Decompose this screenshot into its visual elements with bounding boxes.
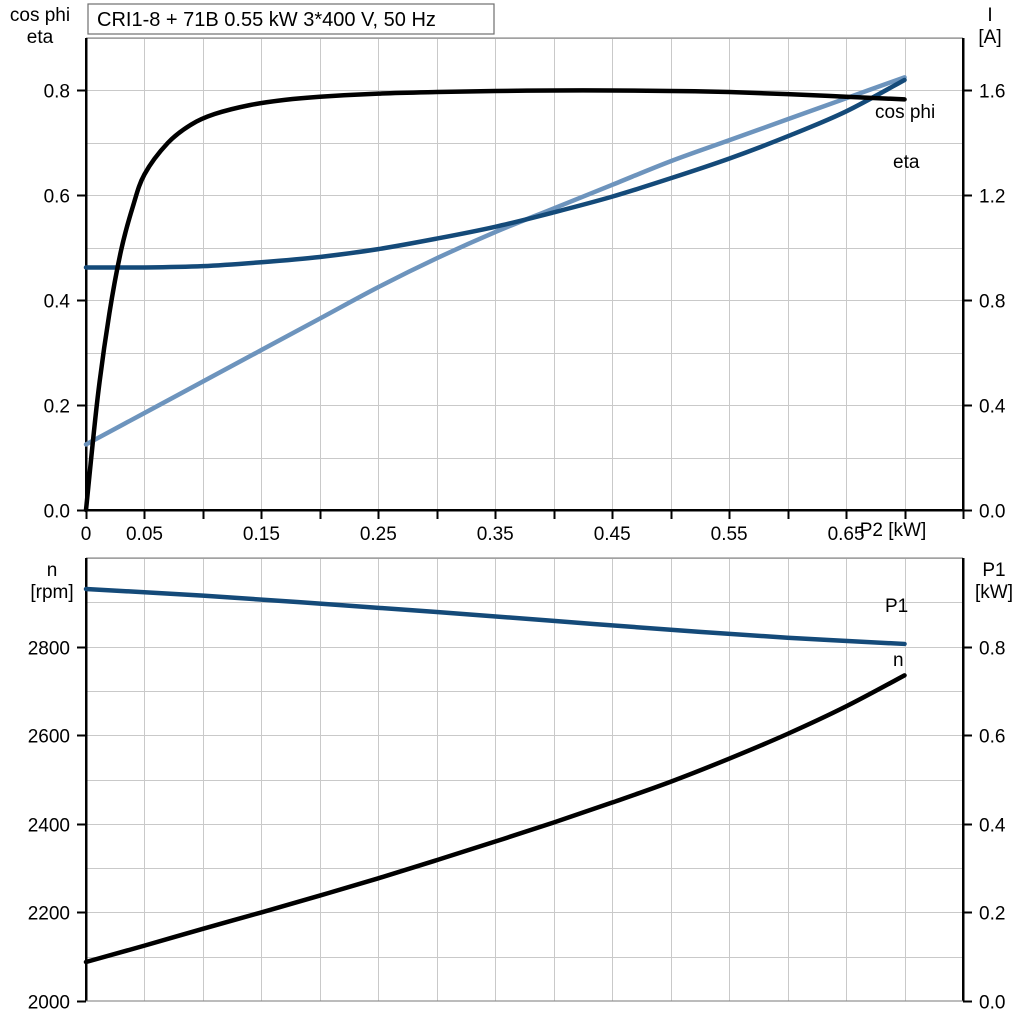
bottom-chart-gridlines [86, 558, 964, 1001]
svg-text:1.6: 1.6 [979, 82, 1005, 103]
top-right-axis-title-line1: I [987, 5, 992, 26]
top-x-axis-title: P2 [kW] [860, 520, 927, 541]
svg-text:0.2: 0.2 [44, 397, 70, 418]
top-left-axis-title-line2: eta [27, 27, 54, 48]
svg-text:0.35: 0.35 [477, 524, 514, 545]
svg-text:2200: 2200 [28, 904, 70, 925]
svg-text:0.15: 0.15 [243, 524, 280, 545]
svg-text:0.8: 0.8 [44, 82, 70, 103]
svg-text:0.05: 0.05 [126, 524, 163, 545]
svg-text:0.0: 0.0 [979, 502, 1005, 523]
svg-text:0.6: 0.6 [979, 727, 1005, 748]
bottom-left-axis-title-line1: n [47, 560, 58, 581]
curve-p1 [83, 673, 907, 965]
svg-text:0.4: 0.4 [44, 292, 71, 313]
svg-text:0.6: 0.6 [44, 187, 70, 208]
top-right-axis-title-line2: [A] [978, 27, 1001, 48]
curve-eta [83, 88, 907, 513]
series-label-n: n [893, 650, 904, 671]
top-chart-tick-labels: 0 0.05 0.15 0.25 0.35 0.45 0.55 0.65 0.0 0.2 0.4 0.… [44, 82, 1006, 546]
curve-current [83, 77, 907, 270]
curve-cos-phi [83, 75, 907, 447]
svg-text:0.4: 0.4 [979, 816, 1006, 837]
svg-text:0.0: 0.0 [44, 502, 70, 523]
svg-text:2000: 2000 [28, 993, 70, 1014]
svg-text:0.8: 0.8 [979, 639, 1005, 660]
chart-title-box [87, 3, 495, 35]
series-label-p1: P1 [885, 596, 908, 617]
svg-text:0: 0 [81, 524, 92, 545]
bottom-right-axis-title-line2: [kW] [975, 582, 1013, 603]
series-label-eta: eta [893, 152, 920, 173]
bottom-chart-tick-labels: 2000 2200 2400 2600 2800 0.0 0.2 0.4 0.6 0.8 [28, 639, 1006, 1014]
curve-speed [83, 586, 907, 647]
svg-text:0.55: 0.55 [711, 524, 748, 545]
svg-text:1.2: 1.2 [979, 187, 1005, 208]
svg-text:0.2: 0.2 [979, 904, 1005, 925]
chart-title: CRI1-8 + 71B 0.55 kW 3*400 V, 50 Hz [97, 9, 436, 31]
bottom-right-axis-title-line1: P1 [982, 560, 1005, 581]
bottom-left-axis-title-line2: [rpm] [30, 582, 73, 603]
svg-text:0.4: 0.4 [979, 397, 1006, 418]
top-chart-gridlines [86, 38, 964, 510]
svg-text:0.65: 0.65 [828, 524, 865, 545]
svg-text:2800: 2800 [28, 639, 70, 660]
top-chart-ticks [77, 89, 972, 519]
top-left-axis-title-line1: cos phi [10, 5, 70, 26]
svg-text:2600: 2600 [28, 727, 70, 748]
bottom-chart-ticks [77, 646, 972, 1003]
svg-text:0.45: 0.45 [594, 524, 631, 545]
bottom-performance-chart: n [rpm] P1 [kW] 2000 2200 2400 2600 2800 0.0 0… [28, 557, 1013, 1014]
svg-text:0.0: 0.0 [979, 993, 1005, 1014]
top-performance-chart: cos phi eta I [A] P2 [kW] 0 0.05 0.15 0.25 0… [10, 3, 1006, 546]
svg-text:0.25: 0.25 [360, 524, 397, 545]
series-label-cos-phi: cos phi [875, 102, 935, 123]
svg-text:0.8: 0.8 [979, 292, 1005, 313]
svg-text:2400: 2400 [28, 816, 70, 837]
